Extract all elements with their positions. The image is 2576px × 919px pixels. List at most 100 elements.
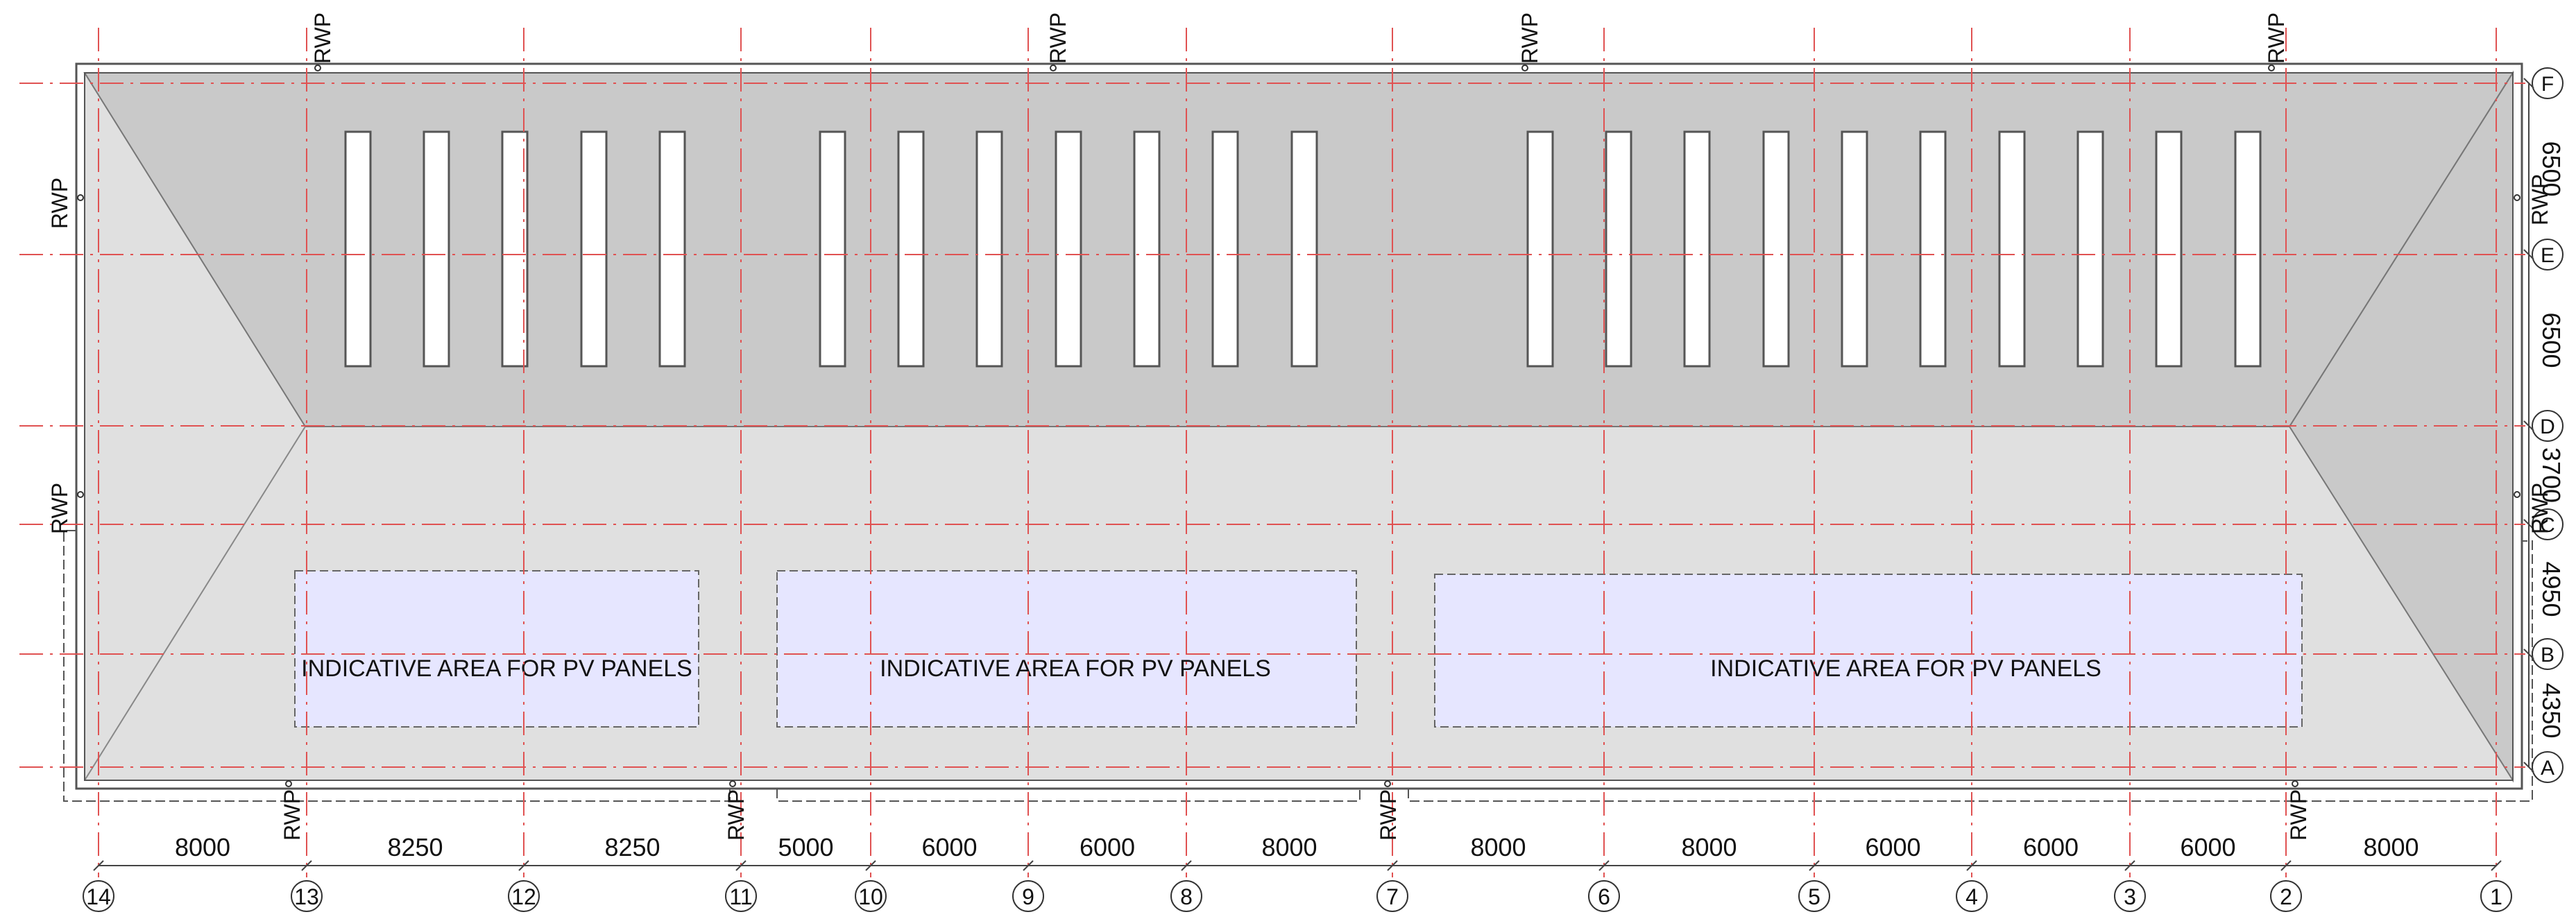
dimension-value: 6000 (1080, 833, 1135, 861)
rooflight (1133, 130, 1161, 368)
grid-bubble (1588, 880, 1620, 912)
dimension-tick (735, 860, 747, 871)
rooflight (1055, 130, 1082, 368)
dimension-tick (2523, 249, 2534, 260)
grid-bubble-label: 4 (1965, 884, 1978, 909)
dimension-tick (1023, 860, 1034, 871)
pv-area-label: INDICATIVE AREA FOR PV PANELS (880, 655, 1271, 682)
column-grid-10: 10 (855, 28, 887, 912)
rooflight (819, 130, 846, 368)
column-grid-2: 2 (2270, 28, 2302, 912)
grid-bubble-label: 9 (1022, 884, 1034, 909)
rwp-left-2: RWP (47, 483, 84, 534)
grid-bubble-label: 11 (729, 884, 752, 909)
grid-bubble (855, 880, 887, 912)
grid-bubble (1798, 880, 1830, 912)
rwp-label: RWP (2527, 483, 2552, 534)
rwp-label: RWP (2264, 12, 2289, 64)
grid-bubble (2532, 239, 2564, 270)
rwp-label: RWP (280, 789, 305, 841)
dimension-tick (1181, 860, 1192, 871)
column-grid-5: 5 (1798, 28, 1830, 912)
grid-bubble-label: 13 (294, 884, 319, 909)
dimension-value: 6000 (2023, 833, 2079, 861)
grid-bubble (1956, 880, 1988, 912)
pv-area-middle: INDICATIVE AREA FOR PV PANELS (776, 570, 1357, 728)
rooflight (658, 130, 686, 368)
row-grid-A: A (19, 751, 2564, 783)
dimension-tick (2491, 860, 2502, 871)
dimension-tick (2523, 762, 2534, 773)
dimension-value: 6500 (2537, 312, 2566, 368)
column-grid-14: 14 (83, 28, 114, 912)
pv-area-label: INDICATIVE AREA FOR PV PANELS (301, 655, 692, 682)
grid-bubble (2532, 67, 2564, 99)
grid-bubble-label: 6 (1598, 884, 1610, 909)
grid-bubble (1170, 880, 1202, 912)
column-grid-7: 7 (1376, 28, 1408, 912)
rwp-bottom-4: RWP (2286, 780, 2311, 841)
grid-bubble-label: 7 (1386, 884, 1399, 909)
grid-bubble-label: B (2541, 644, 2554, 667)
rooflight (1841, 130, 1868, 368)
grid-bubble (2532, 410, 2564, 442)
rwp-label: RWP (724, 789, 749, 841)
pv-area-label: INDICATIVE AREA FOR PV PANELS (1710, 655, 2101, 682)
parapet-inner (84, 72, 2514, 781)
column-grid-13: 13 (291, 28, 323, 912)
dimension-value: 4950 (2537, 561, 2566, 617)
rooflight (975, 130, 1003, 368)
rooflight (1605, 130, 1632, 368)
dimension-value: 4350 (2537, 682, 2566, 738)
dimension-tick (865, 860, 876, 871)
grid-bubble (2532, 751, 2564, 783)
rooflight (2234, 130, 2262, 368)
column-gridlines: 14 13 12 11 10 9 8 7 6 5 4 3 2 1 (83, 28, 2512, 912)
rwp-left-1: RWP (47, 178, 84, 229)
rooflight (1762, 130, 1790, 368)
rwp-top-2: RWP (1046, 12, 1071, 71)
dimension-tick (2124, 860, 2135, 871)
grid-bubble (2480, 880, 2512, 912)
grid-bubble-label: 10 (858, 884, 883, 909)
pv-areas: INDICATIVE AREA FOR PV PANELS INDICATIVE… (294, 570, 2303, 728)
row-grid-D: D (19, 410, 2564, 442)
dimension-value: 3700 (2537, 447, 2566, 503)
column-dimensions: 8000 8250 8250 5000 6000 6000 8000 8000 8000 6000… (93, 833, 2502, 871)
grid-bubble (1376, 880, 1408, 912)
row-grid-F: F (19, 67, 2564, 99)
rwp-bottom-3: RWP (1376, 780, 1401, 841)
rooflight (1998, 130, 2026, 368)
grid-bubble-label: A (2541, 757, 2554, 780)
column-grid-11: 11 (725, 28, 757, 912)
rwp-bottom-2: RWP (724, 780, 749, 841)
grid-bubble (1012, 880, 1044, 912)
eaves-outline-mid (776, 789, 1360, 802)
dimension-tick (2523, 420, 2534, 431)
rooflight (1526, 130, 1554, 368)
rooflight (2155, 130, 2183, 368)
column-grid-6: 6 (1588, 28, 1620, 912)
rwp-label: RWP (310, 12, 335, 64)
dimension-tick (2523, 78, 2534, 89)
grid-bubble (2114, 880, 2146, 912)
rwp-label: RWP (47, 178, 72, 229)
grid-bubble (2270, 880, 2302, 912)
hip-line-west-lower (84, 426, 306, 781)
rwp-label: RWP (1046, 12, 1071, 64)
column-grid-4: 4 (1956, 28, 1988, 912)
rwp-top-1: RWP (310, 12, 335, 71)
grid-bubble (508, 880, 540, 912)
rwp-right-1: RWP (2514, 174, 2552, 225)
dimension-value: 8250 (387, 833, 443, 861)
column-grid-3: 3 (2114, 28, 2146, 912)
row-grid-C: C (19, 508, 2564, 540)
eaves-outline-west (63, 530, 731, 802)
rwp-label: RWP (1517, 12, 1542, 64)
rwp-label: RWP (2527, 174, 2552, 225)
rooflight (580, 130, 608, 368)
dimension-tick (1809, 860, 1820, 871)
dimension-value: 8250 (604, 833, 660, 861)
rwp-top-4: RWP (2264, 12, 2289, 71)
rainwater-pipes: RWP RWP RWP RWP RWP RWP RWP RWP (47, 12, 2552, 841)
